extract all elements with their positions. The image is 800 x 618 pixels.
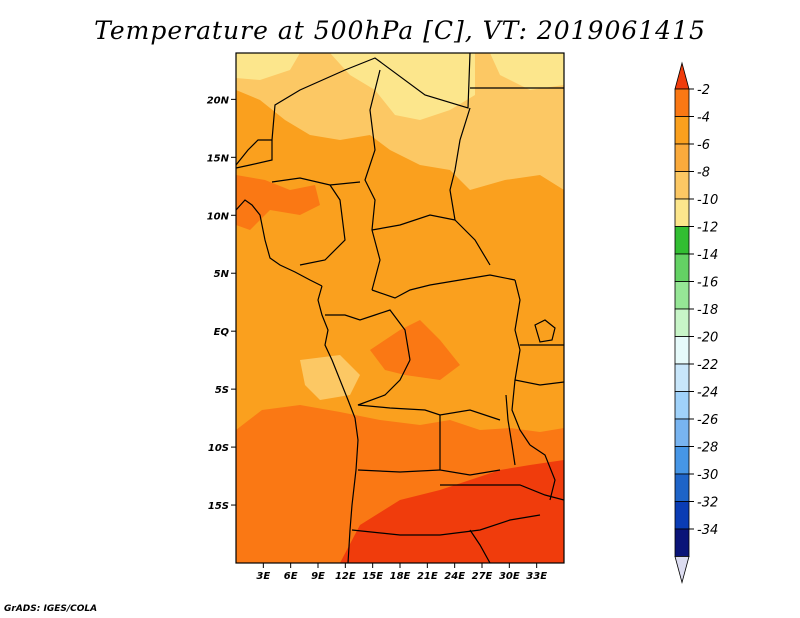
colorbar-label: -8	[697, 166, 710, 181]
grads-credit: GrADS: IGES/COLA	[4, 604, 98, 614]
lat-tick-label: EQ	[214, 327, 230, 338]
colorbar-label: -20	[697, 331, 718, 346]
lat-tick-label: 5N	[214, 269, 230, 280]
colorbar-swatch	[674, 281, 690, 310]
lat-tick-label: 15N	[207, 153, 230, 164]
colorbar-swatch	[674, 528, 690, 557]
colorbar-label: -14	[697, 248, 718, 263]
colorbar-label: -26	[697, 413, 718, 428]
coastline-atlantic	[317, 285, 359, 563]
lat-tick-label: 20N	[207, 95, 230, 106]
lon-tick-label: 12E	[335, 571, 356, 582]
lat-tick-label: 10N	[207, 211, 230, 222]
colorbar-label: -2	[697, 83, 710, 98]
lon-tick-label: 24E	[444, 571, 465, 582]
colorbar-swatch	[674, 501, 690, 530]
lat-tick-label: 10S	[208, 443, 229, 454]
colorbar-swatch	[674, 198, 690, 227]
field-medium-west	[236, 175, 320, 230]
colorbar: -2 -4 -6 -8 -10 -12 -14 -16 -18 -20 -22 -24 -26 -28 -3…	[674, 61, 718, 585]
colorbar-swatch	[674, 418, 690, 447]
colorbar-swatch	[674, 308, 690, 337]
sahel-borders	[236, 53, 471, 166]
colorbar-label: -12	[697, 221, 718, 236]
border-zambia-north	[439, 415, 501, 476]
lon-tick-label: 15E	[362, 571, 383, 582]
border-chad-car	[371, 214, 456, 231]
lon-tick-label: 33E	[526, 571, 547, 582]
border-niger-nigeria	[271, 177, 361, 186]
colorbar-label: -4	[697, 111, 710, 126]
colorbar-swatch	[674, 226, 690, 255]
colorbar-swatch	[674, 171, 690, 200]
border-drc-angola	[357, 359, 501, 421]
colorbar-swatch	[674, 116, 690, 145]
map-title: Temperature at 500hPa [C], VT: 201906141…	[94, 16, 706, 45]
field-cool-west	[300, 355, 360, 400]
lat-tick-label: 15S	[208, 501, 229, 512]
colorbar-label: -16	[697, 276, 718, 291]
border-angola-zambia	[357, 469, 441, 473]
border-drc-east	[511, 279, 531, 446]
field-coolest-northwest	[236, 53, 300, 80]
colorbar-label: -22	[697, 358, 718, 373]
border-rwanda-tanzania	[514, 379, 564, 386]
border-car-drc	[371, 274, 516, 299]
colorbar-swatch	[674, 88, 690, 117]
field-medium-center	[370, 320, 460, 380]
lake-malawi	[529, 444, 556, 501]
border-mali	[236, 140, 273, 169]
lon-tick-label: 27E	[472, 571, 493, 582]
colorbar-swatch	[674, 253, 690, 282]
lon-tick-label: 9E	[311, 571, 325, 582]
border-namibia	[351, 514, 541, 536]
colorbar-bottom-arrow	[674, 556, 690, 585]
latitude-axis: 20N 15N 10N 5N EQ 5S 10S 15S	[207, 95, 236, 512]
field-coolest-northeast	[490, 53, 564, 90]
colorbar-swatch	[674, 336, 690, 365]
border-botswana	[469, 529, 491, 563]
border-chad-west	[364, 69, 381, 291]
border-gabon-congo	[325, 309, 411, 361]
colorbar-swatch	[674, 391, 690, 420]
colorbar-label: -6	[697, 138, 710, 153]
colorbar-top-arrow	[674, 61, 690, 90]
lat-tick-label: 5S	[215, 385, 229, 396]
border-zambia-south	[440, 484, 564, 501]
field-warm-south	[340, 460, 564, 563]
colorbar-label: -34	[697, 523, 718, 538]
colorbar-swatch	[674, 143, 690, 172]
lon-tick-label: 6E	[284, 571, 298, 582]
border-sudan-west	[449, 107, 491, 266]
colorbar-swatch	[674, 473, 690, 502]
colorbar-swatch	[674, 446, 690, 475]
colorbar-label: -24	[697, 386, 718, 401]
colorbar-label: -28	[697, 441, 718, 456]
lon-tick-label: 30E	[499, 571, 520, 582]
lon-tick-label: 3E	[256, 571, 270, 582]
colorbar-swatch	[674, 363, 690, 392]
colorbar-label: -30	[697, 468, 718, 483]
country-borders	[236, 53, 564, 563]
field-coolest-north	[330, 53, 475, 120]
colorbar-label: -10	[697, 193, 718, 208]
coastline-west-africa	[236, 199, 323, 287]
field-cool-north	[236, 53, 564, 190]
lon-tick-label: 18E	[390, 571, 411, 582]
colorbar-label: -18	[697, 303, 718, 318]
temperature-field	[236, 53, 564, 563]
lake-victoria	[534, 319, 556, 343]
lon-tick-label: 21E	[417, 571, 438, 582]
lake-tanganyika	[505, 394, 516, 466]
colorbar-label: -32	[697, 496, 718, 511]
longitude-axis: 3E 6E 9E 12E 15E 18E 21E 24E 27E 30E 33E	[256, 563, 547, 582]
border-nigeria-east	[299, 184, 346, 266]
